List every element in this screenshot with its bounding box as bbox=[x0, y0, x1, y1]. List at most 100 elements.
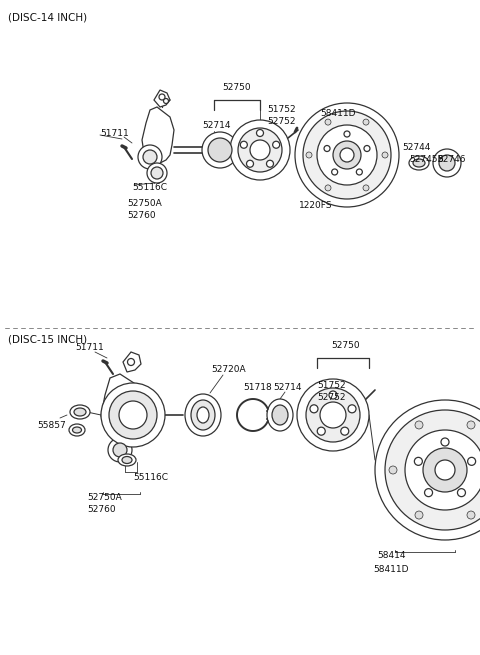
Ellipse shape bbox=[122, 457, 132, 464]
Ellipse shape bbox=[267, 399, 293, 431]
Circle shape bbox=[273, 141, 280, 148]
Circle shape bbox=[238, 128, 282, 172]
Text: 52714: 52714 bbox=[202, 121, 230, 130]
Circle shape bbox=[250, 140, 270, 160]
Circle shape bbox=[405, 430, 480, 510]
Ellipse shape bbox=[185, 394, 221, 436]
Circle shape bbox=[364, 145, 370, 151]
Text: 52752: 52752 bbox=[267, 117, 296, 126]
Text: 55116C: 55116C bbox=[133, 474, 168, 483]
Circle shape bbox=[306, 152, 312, 158]
Circle shape bbox=[415, 421, 423, 429]
Circle shape bbox=[414, 457, 422, 465]
Circle shape bbox=[202, 132, 238, 168]
Circle shape bbox=[340, 148, 354, 162]
Text: 52760: 52760 bbox=[127, 210, 156, 219]
Circle shape bbox=[159, 94, 165, 100]
Circle shape bbox=[439, 155, 455, 171]
Circle shape bbox=[435, 460, 455, 480]
Text: 52720A: 52720A bbox=[211, 365, 246, 375]
Polygon shape bbox=[123, 352, 141, 372]
Circle shape bbox=[457, 489, 466, 496]
Circle shape bbox=[109, 391, 157, 439]
Text: 55857: 55857 bbox=[37, 421, 66, 430]
Circle shape bbox=[151, 167, 163, 179]
Circle shape bbox=[468, 457, 476, 465]
Circle shape bbox=[317, 427, 325, 435]
Text: 52746: 52746 bbox=[437, 155, 466, 164]
Text: 52744: 52744 bbox=[402, 143, 431, 151]
Circle shape bbox=[348, 405, 356, 413]
Circle shape bbox=[306, 388, 360, 442]
Circle shape bbox=[375, 400, 480, 540]
Circle shape bbox=[230, 120, 290, 180]
Circle shape bbox=[266, 160, 274, 167]
Ellipse shape bbox=[69, 424, 85, 436]
Circle shape bbox=[320, 402, 346, 428]
Ellipse shape bbox=[70, 405, 90, 419]
Polygon shape bbox=[101, 374, 145, 445]
Circle shape bbox=[332, 169, 337, 175]
Circle shape bbox=[164, 98, 168, 103]
Circle shape bbox=[441, 438, 449, 446]
Circle shape bbox=[424, 489, 432, 496]
Text: 52745B: 52745B bbox=[409, 155, 444, 164]
Text: 1220FS: 1220FS bbox=[299, 200, 333, 210]
Text: 51752: 51752 bbox=[317, 381, 346, 390]
Circle shape bbox=[382, 152, 388, 158]
Circle shape bbox=[363, 185, 369, 191]
Text: 52760: 52760 bbox=[87, 506, 116, 514]
Text: 52750: 52750 bbox=[331, 341, 360, 350]
Circle shape bbox=[333, 141, 361, 169]
Ellipse shape bbox=[413, 159, 425, 167]
Ellipse shape bbox=[72, 427, 82, 433]
Circle shape bbox=[295, 103, 399, 207]
Text: 55116C: 55116C bbox=[132, 183, 167, 191]
Text: 51711: 51711 bbox=[75, 343, 104, 352]
Circle shape bbox=[324, 145, 330, 151]
Circle shape bbox=[108, 438, 132, 462]
Circle shape bbox=[143, 150, 157, 164]
Circle shape bbox=[128, 358, 134, 365]
Circle shape bbox=[317, 125, 377, 185]
Text: 52750A: 52750A bbox=[87, 493, 122, 502]
Text: 52714: 52714 bbox=[273, 383, 301, 392]
Circle shape bbox=[147, 163, 167, 183]
Ellipse shape bbox=[74, 408, 86, 416]
Circle shape bbox=[415, 511, 423, 519]
Circle shape bbox=[329, 391, 337, 399]
Circle shape bbox=[101, 383, 165, 447]
Polygon shape bbox=[142, 107, 174, 163]
Text: 58414: 58414 bbox=[377, 550, 406, 559]
Circle shape bbox=[363, 119, 369, 125]
Circle shape bbox=[113, 443, 127, 457]
Text: (DISC-15 INCH): (DISC-15 INCH) bbox=[8, 335, 87, 345]
Text: (DISC-14 INCH): (DISC-14 INCH) bbox=[8, 13, 87, 23]
Ellipse shape bbox=[409, 156, 429, 170]
Circle shape bbox=[389, 466, 397, 474]
Ellipse shape bbox=[118, 454, 136, 466]
Circle shape bbox=[467, 421, 475, 429]
Ellipse shape bbox=[191, 400, 215, 430]
Circle shape bbox=[119, 401, 147, 429]
Circle shape bbox=[208, 138, 232, 162]
Polygon shape bbox=[154, 90, 170, 107]
Text: 51711: 51711 bbox=[100, 128, 129, 138]
Circle shape bbox=[256, 130, 264, 136]
Circle shape bbox=[138, 145, 162, 169]
Text: 52750: 52750 bbox=[222, 83, 251, 92]
Circle shape bbox=[433, 149, 461, 177]
Circle shape bbox=[303, 111, 391, 199]
Circle shape bbox=[341, 427, 349, 435]
Circle shape bbox=[310, 405, 318, 413]
Circle shape bbox=[344, 131, 350, 137]
Ellipse shape bbox=[272, 405, 288, 425]
Circle shape bbox=[247, 160, 253, 167]
Text: 52752: 52752 bbox=[317, 392, 346, 402]
Text: 51752: 51752 bbox=[267, 105, 296, 115]
Circle shape bbox=[467, 511, 475, 519]
Circle shape bbox=[325, 185, 331, 191]
Text: 51718: 51718 bbox=[243, 383, 272, 392]
Ellipse shape bbox=[197, 407, 209, 423]
Circle shape bbox=[385, 410, 480, 530]
